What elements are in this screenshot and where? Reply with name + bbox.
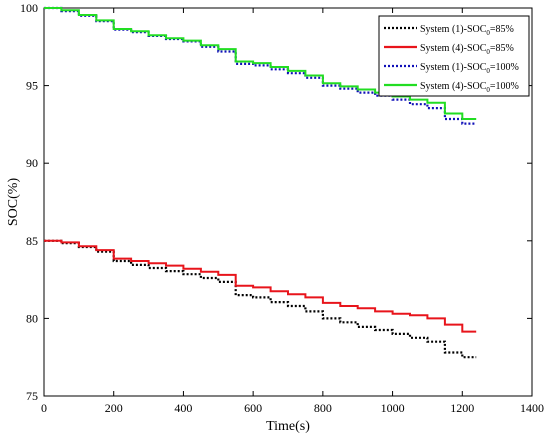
x-tick-label: 600 [244, 401, 262, 415]
legend-label-3: System (1)-SOC0=100% [420, 62, 519, 75]
x-tick-label: 1400 [520, 401, 544, 415]
x-tick-label: 0 [41, 401, 47, 415]
y-tick-label: 75 [26, 389, 38, 403]
x-tick-label: 200 [105, 401, 123, 415]
y-tick-label: 90 [26, 156, 38, 170]
x-tick-label: 1200 [450, 401, 474, 415]
legend-box [378, 15, 530, 97]
x-tick-label: 1000 [381, 401, 405, 415]
legend-label-2: System (4)-SOC0=85% [420, 43, 514, 56]
x-axis-label: Time(s) [266, 419, 310, 434]
legend-label-4: System (4)-SOC0=100% [420, 81, 519, 94]
y-axis-label: SOC(%) [6, 178, 21, 227]
x-tick-label: 400 [174, 401, 192, 415]
series-line-1 [44, 239, 477, 359]
x-tick-label: 800 [314, 401, 332, 415]
y-tick-label: 95 [26, 79, 38, 93]
y-tick-label: 100 [20, 1, 38, 15]
legend-label-1: System (1)-SOC0=85% [420, 24, 514, 37]
y-tick-label: 80 [26, 311, 38, 325]
y-tick-label: 85 [26, 234, 38, 248]
legend: System (1)-SOC0=85% System (4)-SOC0=85% Sy… [378, 15, 530, 97]
series-line-2 [44, 239, 477, 333]
axis-ticks: 0 200 400 600 800 1000 1200 1400 75 80 85 90 95 100 [20, 1, 544, 415]
